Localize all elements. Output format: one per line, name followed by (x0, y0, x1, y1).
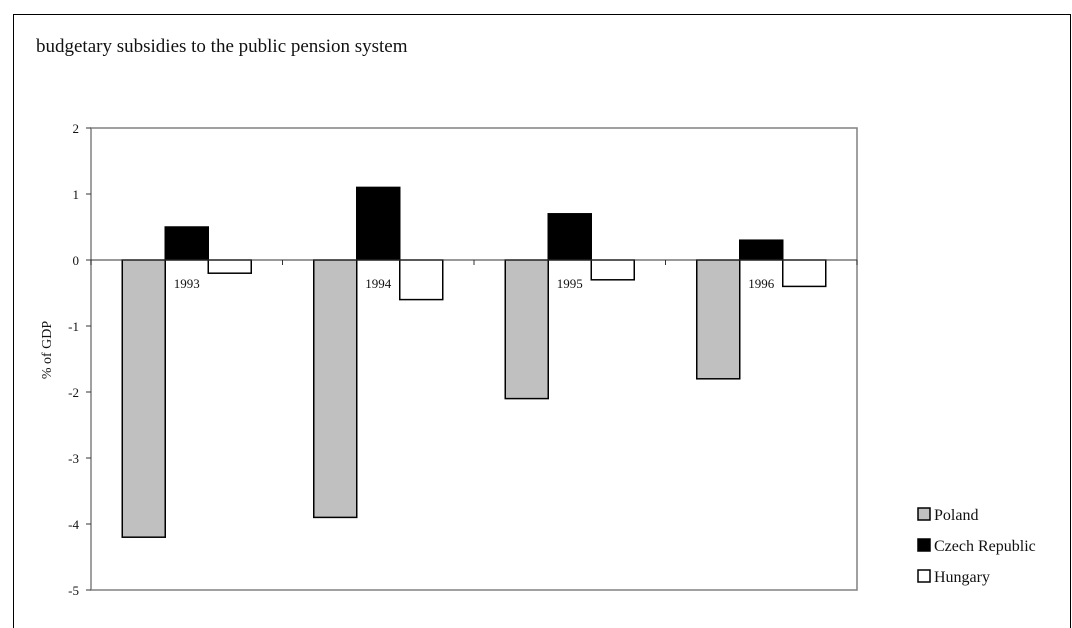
x-tick-label: 1996 (748, 276, 775, 291)
bar-hungary-1995 (590, 259, 635, 281)
bar-czech-republic-1996 (739, 239, 784, 261)
bar-hungary-1994 (399, 259, 444, 301)
y-tick-label: -2 (68, 385, 79, 400)
bar-poland-1995 (504, 259, 549, 400)
bar-hungary-1993 (207, 259, 252, 274)
legend-label: Czech Republic (934, 538, 1036, 555)
bar-hungary-1996 (782, 259, 827, 288)
bar-poland-1993 (121, 259, 166, 538)
legend-swatch-czech-republic (917, 538, 931, 552)
legend-swatch-poland (917, 507, 931, 521)
y-axis-label: % of GDP (40, 321, 55, 380)
y-tick-label: -3 (68, 451, 79, 466)
x-tick-label: 1993 (174, 276, 200, 291)
chart-title: budgetary subsidies to the public pensio… (36, 36, 408, 57)
bar-czech-republic-1995 (547, 213, 592, 261)
x-tick-label: 1994 (365, 276, 392, 291)
y-tick-label: 2 (73, 121, 80, 136)
legend-label: Hungary (934, 569, 990, 586)
x-tick-label: 1995 (557, 276, 583, 291)
y-tick-label: -1 (68, 319, 79, 334)
y-tick-label: 0 (73, 253, 80, 268)
bar-poland-1996 (696, 259, 741, 380)
legend-swatch-hungary (917, 569, 931, 583)
legend-label: Poland (934, 507, 978, 524)
chart-frame (13, 14, 1071, 628)
y-tick-label: -4 (68, 517, 79, 532)
bar-poland-1994 (313, 259, 358, 519)
plot-area (90, 127, 858, 591)
y-tick-label: 1 (73, 187, 80, 202)
bar-czech-republic-1994 (356, 186, 401, 261)
bar-czech-republic-1993 (164, 226, 209, 261)
y-tick-label: -5 (68, 583, 79, 598)
